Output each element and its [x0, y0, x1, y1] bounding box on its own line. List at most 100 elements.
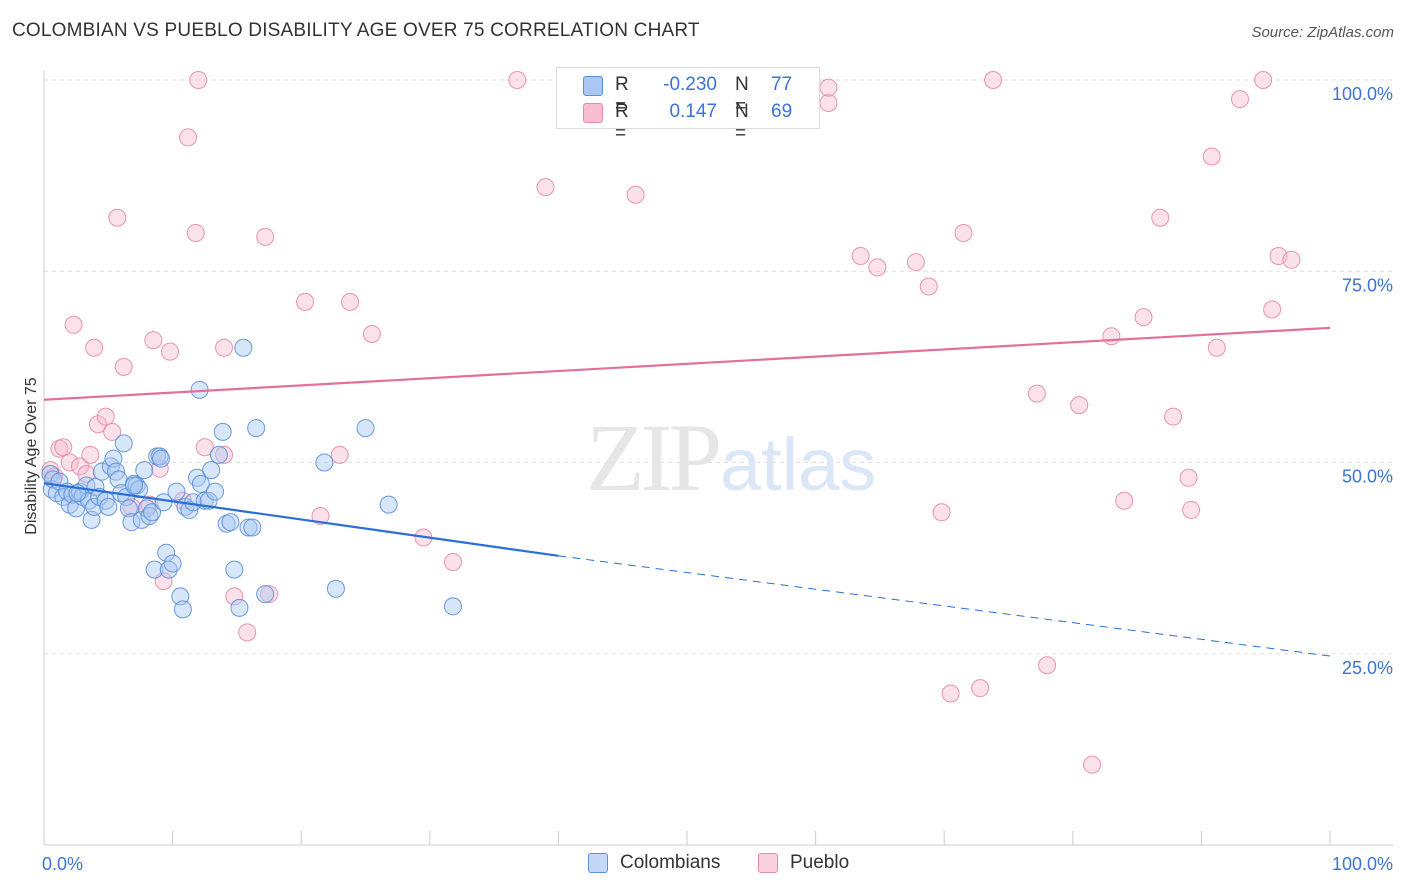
legend-r-label: R =	[615, 101, 629, 144]
pueblo-point	[296, 292, 315, 311]
colombians-point	[326, 579, 345, 598]
y-tick-label: 25.0%	[1342, 658, 1393, 678]
colombians-point	[85, 497, 104, 516]
pueblo-point	[1083, 755, 1102, 774]
pueblo-point	[1207, 338, 1226, 357]
gridlines	[44, 79, 1393, 655]
pueblo-point	[1070, 396, 1089, 415]
pueblo-point	[1038, 656, 1057, 675]
pueblo-point	[1164, 407, 1183, 426]
pueblo-point	[919, 277, 938, 296]
pueblo-point	[238, 623, 257, 642]
legend-n-label: N =	[735, 74, 749, 117]
pueblo-point	[1179, 468, 1198, 487]
pueblo-point	[851, 246, 870, 265]
pueblo-point	[225, 587, 244, 606]
pueblo-point	[1254, 71, 1273, 89]
pueblo-point	[971, 679, 990, 698]
colombians-point	[230, 598, 249, 617]
colombians-point	[41, 464, 60, 483]
colombians-point	[114, 434, 133, 453]
pueblo-point	[179, 128, 198, 147]
colombians-trend-line	[43, 482, 559, 557]
colombians-point	[443, 597, 462, 616]
colombians-point	[225, 560, 244, 579]
pueblo-point	[103, 422, 122, 441]
pueblo-point	[260, 585, 279, 604]
pueblo-point	[536, 178, 555, 197]
x-tick-label: 0.0%	[42, 854, 83, 874]
pueblo-point	[1134, 308, 1153, 327]
pueblo-point	[1202, 147, 1221, 166]
legend-r-label: R =	[615, 74, 629, 117]
legend-swatch-pink	[583, 103, 603, 123]
x-tick-labels: 0.0% 100.0%	[42, 854, 1393, 874]
legend-swatch-pueblo	[758, 853, 778, 873]
pueblo-point	[186, 224, 205, 242]
pueblo-point	[508, 71, 527, 89]
colombians-point	[125, 476, 144, 495]
legend-label-pueblo: Pueblo	[790, 852, 850, 873]
pueblo-point	[114, 357, 133, 376]
trend-lines	[43, 326, 1331, 657]
pueblo-point	[1230, 90, 1249, 109]
colombians-point	[173, 600, 192, 619]
legend-swatch-blue	[583, 76, 603, 96]
colombians-point	[167, 482, 186, 501]
pueblo-point	[215, 445, 234, 464]
pueblo-point	[60, 453, 79, 472]
pueblo-point	[362, 324, 381, 343]
pueblo-trend-line	[43, 326, 1331, 401]
colombians-point	[206, 482, 225, 501]
legend-r-value: -0.230	[663, 74, 717, 95]
pueblo-point	[1115, 491, 1134, 510]
colombians-point	[99, 497, 118, 516]
pueblo-point	[195, 438, 214, 457]
pueblo-point	[108, 208, 127, 227]
colombians-trend-extension	[558, 555, 1331, 657]
colombians-point	[119, 499, 138, 518]
colombians-point	[379, 495, 398, 514]
pueblo-point	[85, 338, 104, 357]
axes	[43, 70, 1393, 846]
pueblo-point	[81, 445, 100, 464]
chart-title: COLOMBIAN VS PUEBLO DISABILITY AGE OVER …	[12, 20, 700, 41]
colombians-point	[92, 462, 111, 481]
pueblo-point	[819, 78, 838, 97]
pueblo-point	[89, 415, 108, 434]
colombians-point	[202, 461, 221, 480]
colombians-point	[239, 518, 258, 537]
colombians-point	[356, 419, 375, 438]
pueblo-point	[1151, 208, 1170, 227]
watermark-atlas: atlas	[720, 423, 876, 506]
pueblo-point	[1263, 300, 1282, 319]
colombians-point	[234, 338, 253, 357]
pueblo-point	[941, 684, 960, 703]
pueblo-point	[330, 445, 349, 464]
legend-r-value: 0.147	[669, 101, 717, 122]
colombians-point	[152, 449, 171, 468]
y-tick-label: 75.0%	[1342, 275, 1393, 295]
colombians-point	[163, 554, 182, 573]
legend-swatch-colombians	[588, 853, 608, 873]
pueblo-point	[1182, 500, 1201, 519]
y-tick-label: 100.0%	[1332, 84, 1393, 104]
colombians-point	[191, 474, 210, 493]
y-tick-label: 50.0%	[1342, 467, 1393, 487]
pueblo-point	[311, 507, 330, 526]
pueblo-point	[54, 438, 73, 457]
colombians-point	[145, 560, 164, 579]
pueblo-point	[71, 457, 90, 476]
pueblo-point	[189, 71, 208, 89]
colombians-point	[315, 453, 334, 472]
legend-label-colombians: Colombians	[620, 852, 721, 873]
colombians-point	[209, 445, 228, 464]
pueblo-point	[906, 253, 925, 272]
legend-n-value: 69	[771, 101, 793, 122]
legend-series: Colombians Pueblo	[0, 850, 1406, 878]
pueblo-point	[144, 331, 163, 350]
chart-source: Source: ZipAtlas.com	[1251, 24, 1394, 41]
pueblo-point	[932, 503, 951, 522]
pueblo-point	[1027, 384, 1046, 403]
